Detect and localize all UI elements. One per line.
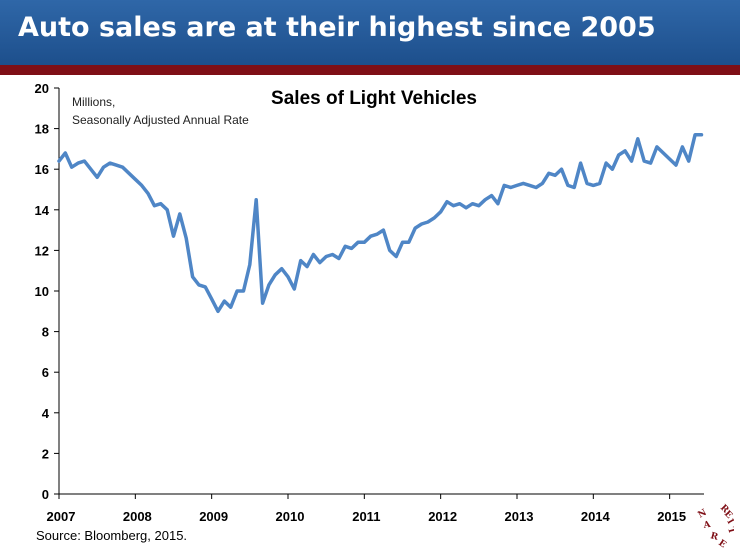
- svg-text:R: R: [709, 531, 719, 543]
- x-tick-label: 2013: [505, 509, 534, 524]
- y-tick-label: 20: [35, 81, 49, 96]
- x-tick-label: 2009: [199, 509, 228, 524]
- nareit-logo: R E I T N A R E: [697, 503, 735, 550]
- y-tick-label: 8: [42, 325, 49, 340]
- sales-series-line: [57, 132, 704, 314]
- y-tick-label: 14: [35, 203, 50, 218]
- x-tick-label: 2007: [47, 509, 76, 524]
- y-tick-label: 10: [35, 284, 49, 299]
- x-tick-label: 2014: [581, 509, 611, 524]
- x-tick-label: 2011: [352, 509, 380, 524]
- x-tick-label: 2012: [428, 509, 457, 524]
- y-tick-label: 16: [35, 162, 49, 177]
- x-tick-label: 2008: [123, 509, 152, 524]
- x-tick-label: 2010: [276, 509, 305, 524]
- chart-axes: 0 2 4 6 8 10 12 14 16 18 20 2007 2008 2009 2010 2011 201…: [35, 81, 704, 524]
- svg-text:A: A: [702, 520, 713, 531]
- source-note: Source: Bloomberg, 2015.: [36, 528, 188, 543]
- y-tick-label: 4: [42, 406, 50, 421]
- svg-text:E: E: [716, 538, 727, 550]
- y-tick-label: 18: [35, 122, 49, 137]
- x-tick-label: 2015: [657, 509, 686, 524]
- svg-text:T: T: [725, 526, 734, 535]
- header-rule: [0, 65, 740, 75]
- y-tick-label: 6: [42, 365, 49, 380]
- y-tick-label: 12: [35, 243, 49, 258]
- slide-title: Auto sales are at their highest since 20…: [18, 12, 656, 43]
- y-tick-label: 2: [42, 446, 49, 461]
- chart-title: Sales of Light Vehicles: [271, 88, 477, 109]
- svg-text:N: N: [697, 508, 709, 521]
- unit-label-line2: Seasonally Adjusted Annual Rate: [72, 113, 249, 127]
- title-banner: Auto sales are at their highest since 20…: [0, 0, 740, 65]
- y-tick-label: 0: [42, 487, 49, 502]
- svg-text:I: I: [724, 518, 734, 527]
- unit-label-line1: Millions,: [72, 95, 115, 109]
